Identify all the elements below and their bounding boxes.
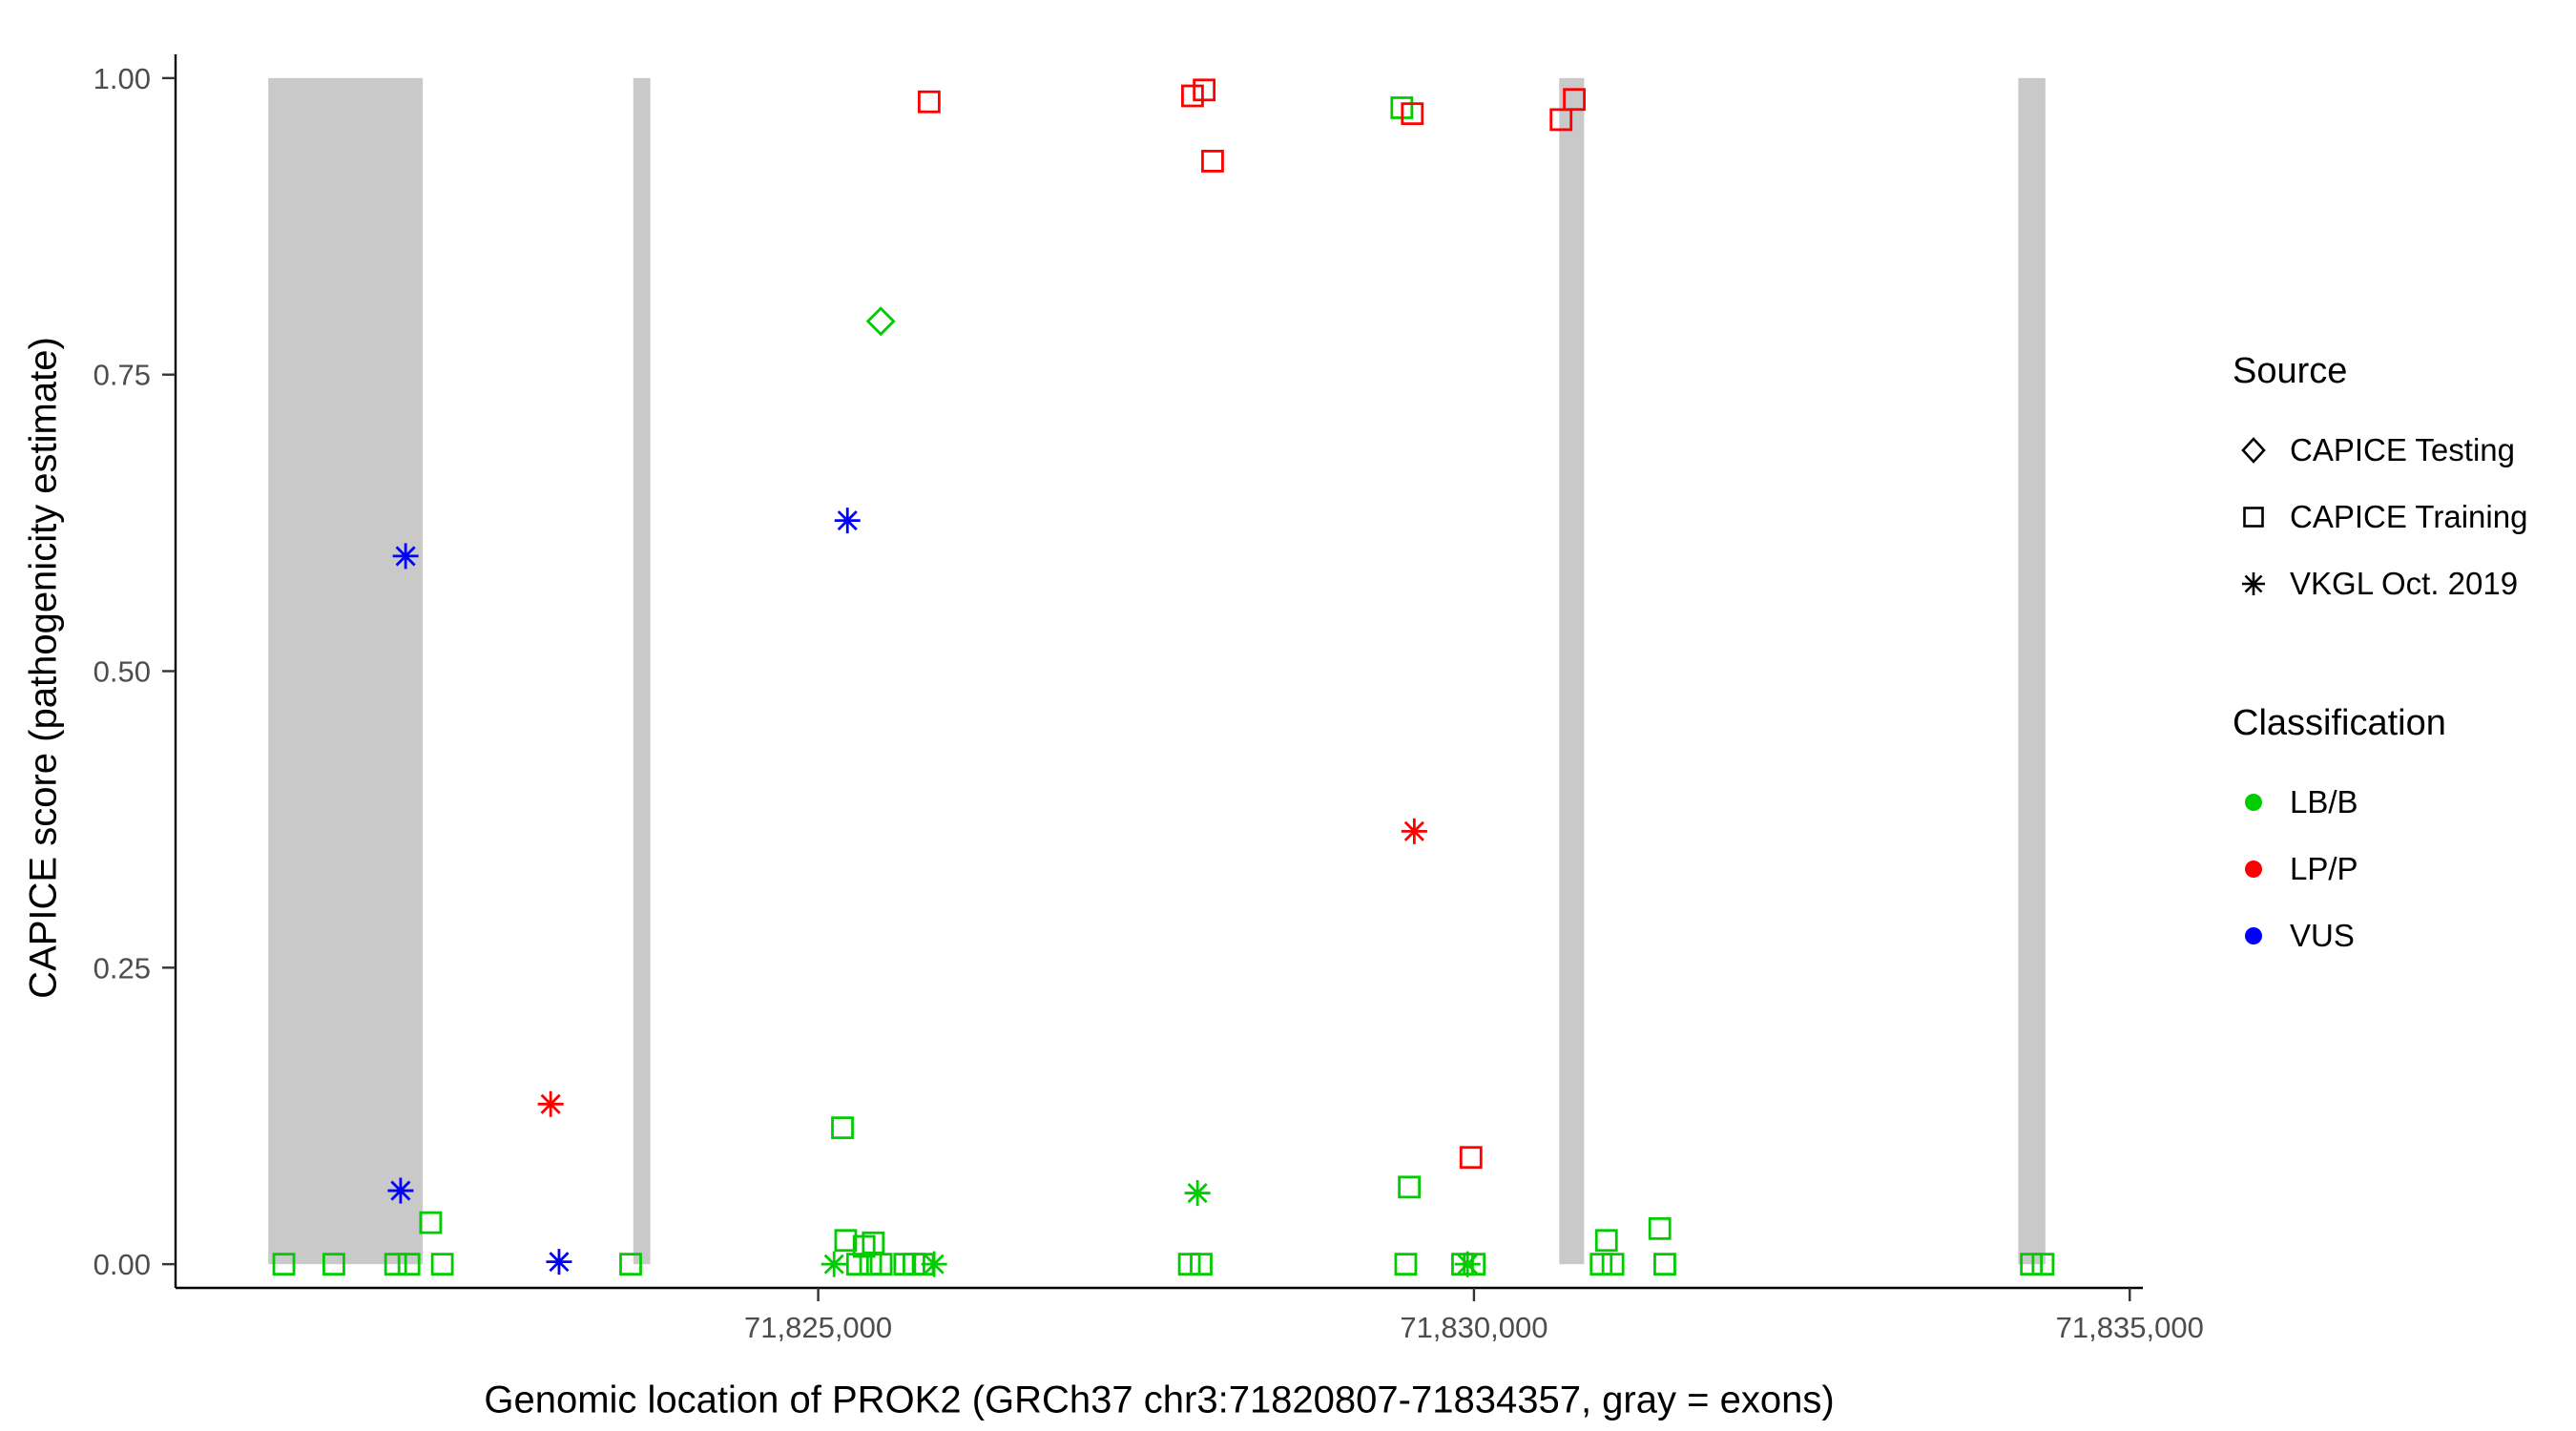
x-tick-label: 71,835,000 [2056,1311,2204,1344]
legend-item-capice-testing: CAPICE Testing [2233,417,2576,484]
point-square [1201,149,1224,173]
point-square [2020,1253,2044,1276]
point-asterisk [1184,1180,1211,1207]
point-asterisk [387,1177,414,1204]
point-square [831,1116,854,1140]
exon-band [1559,77,1585,1265]
point-asterisk [834,508,861,534]
legend-source-title: Source [2233,351,2348,391]
legend-label: LB/B [2290,784,2358,819]
y-tick-label: 1.00 [93,62,151,95]
point-asterisk [1401,818,1427,844]
legend-classification-title: Classification [2233,703,2446,743]
diamond-icon [2241,437,2266,464]
legend-item-lbb: LB/B [2233,769,2576,836]
point-square [1563,88,1586,112]
point-square [322,1253,345,1276]
legend-item-lpp: LP/P [2233,836,2576,902]
point-square [419,1211,443,1234]
asterisk-icon [2242,572,2265,595]
lpp-dot-icon [2245,861,2262,878]
y-tick-label: 0.75 [93,359,151,392]
point-square [845,1253,869,1276]
point-asterisk [392,543,419,570]
point-square [619,1253,642,1276]
point-asterisk [921,1251,947,1277]
y-tick-label: 0.00 [93,1248,151,1281]
point-square [1549,108,1573,132]
lbb-dot-icon [2245,794,2262,811]
vus-dot-icon [2245,927,2262,944]
x-tick-label: 71,825,000 [744,1311,892,1344]
point-asterisk [537,1090,564,1117]
point-asterisk [1454,1251,1481,1277]
point-asterisk [821,1251,847,1277]
point-square [1594,1229,1618,1253]
point-square [1459,1146,1483,1170]
point-square [1601,1253,1625,1276]
point-square [917,90,941,114]
point-square [1648,1216,1672,1240]
legend-label: CAPICE Testing [2290,432,2515,467]
y-tick-label: 0.25 [93,951,151,985]
legend-label: LP/P [2290,851,2358,886]
exon-band [268,77,424,1265]
square-icon [2243,507,2264,528]
point-square [1193,78,1216,102]
legend-item-vus: VUS [2233,902,2576,969]
exon-band [2018,77,2046,1265]
legend-item-capice-training: CAPICE Training [2233,484,2576,550]
legend-label: VUS [2290,918,2355,953]
point-square [272,1253,296,1276]
point-square [1394,1253,1418,1276]
point-square [384,1253,407,1276]
point-square [397,1253,421,1276]
point-square [2031,1253,2055,1276]
y-axis-title: CAPICE score (pathogenicity estimate) [22,337,65,999]
point-square [1181,84,1204,108]
legend-label: VKGL Oct. 2019 [2290,566,2519,601]
point-square [1653,1253,1676,1276]
point-diamond [865,306,896,337]
point-square [1401,102,1424,126]
legend: Source CAPICE Testing CAPICE Training [2233,351,2576,969]
point-square [1589,1253,1613,1276]
point-square [1177,1253,1201,1276]
legend-label: CAPICE Training [2290,499,2528,534]
point-square [869,1253,893,1276]
legend-spacer [2233,617,2576,703]
exon-band [633,77,651,1265]
point-square [1190,1253,1213,1276]
point-asterisk [546,1249,572,1275]
x-tick-label: 71,830,000 [1400,1311,1548,1344]
legend-item-vkgl: VKGL Oct. 2019 [2233,550,2576,617]
point-square [430,1253,454,1276]
point-square [1398,1175,1422,1199]
y-tick-label: 0.50 [93,655,151,689]
point-square [834,1229,858,1253]
x-axis-title: Genomic location of PROK2 (GRCh37 chr3:7… [484,1379,1835,1421]
